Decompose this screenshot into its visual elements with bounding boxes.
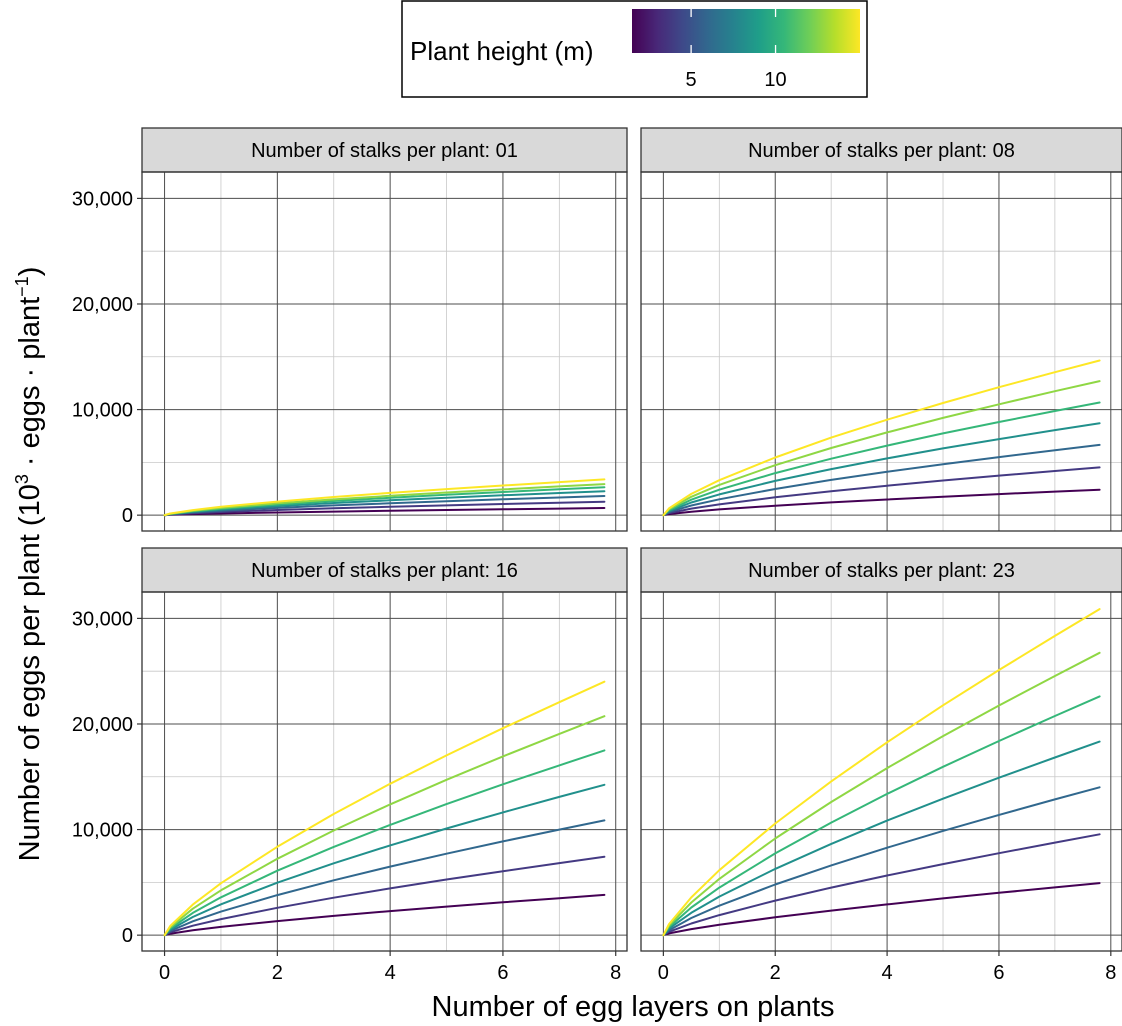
y-axis-title: Number of eggs per plant (103 · eggs · p… [12, 267, 46, 862]
y-tick-label: 10,000 [72, 400, 133, 422]
series-line [662, 401, 1101, 517]
series-line [662, 466, 1101, 517]
series-line [163, 749, 606, 937]
series-line [163, 680, 606, 937]
facet-strip-label: Number of stalks per plant: 01 [251, 140, 518, 162]
legend: Plant height (m) 5 10 [401, 0, 868, 98]
series-line [662, 651, 1101, 937]
series-line [662, 833, 1101, 937]
y-axis-title-suffix: ) [14, 267, 46, 277]
x-tick-label: 6 [497, 962, 508, 984]
series-line [662, 380, 1101, 517]
panel-border [141, 591, 628, 952]
panel-border [141, 171, 628, 532]
x-axis-title: Number of egg layers on plants [432, 991, 835, 1023]
panel: Number of stalks per plant: 01 0 10,000 20,… [72, 127, 628, 532]
facet-strip-label: Number of stalks per plant: 23 [748, 560, 1015, 582]
y-tick-label: 20,000 [72, 714, 133, 736]
x-tick-label: 6 [993, 962, 1004, 984]
series-line [163, 715, 606, 937]
panel-border [640, 591, 1122, 952]
y-tick-label: 0 [122, 925, 133, 947]
y-axis-title-mid: · eggs · plant [14, 297, 46, 474]
facet-strip-label: Number of stalks per plant: 08 [748, 140, 1015, 162]
series-line [662, 488, 1101, 517]
panel: Number of stalks per plant: 08 [640, 127, 1122, 532]
series-line [662, 695, 1101, 937]
x-tick-label: 8 [610, 962, 621, 984]
facet-strip [640, 547, 1122, 593]
y-tick-label: 30,000 [72, 608, 133, 630]
axis-titles: Number of egg layers on plants Number of… [12, 267, 835, 1023]
legend-title: Plant height (m) [410, 36, 594, 66]
x-tick-label: 2 [770, 962, 781, 984]
x-tick-label: 0 [159, 962, 170, 984]
y-tick-label: 20,000 [72, 294, 133, 316]
series-line [662, 422, 1101, 517]
series-line [163, 478, 606, 517]
series-line [163, 819, 606, 937]
x-tick-label: 4 [882, 962, 893, 984]
x-tick-label: 0 [658, 962, 669, 984]
series-line [662, 740, 1101, 937]
y-axis-title-sup1: 3 [12, 474, 32, 484]
series-line [163, 783, 606, 937]
legend-tick-label: 10 [764, 69, 786, 91]
y-axis-title-prefix: Number of eggs per plant (10 [14, 484, 46, 861]
x-tick-label: 4 [385, 962, 396, 984]
y-tick-label: 30,000 [72, 188, 133, 210]
facet-panels: Number of stalks per plant: 01 0 10,000 20,… [72, 127, 1122, 984]
y-tick-label: 10,000 [72, 820, 133, 842]
panel: Number of stalks per plant: 23 0 2 4 6 8 [640, 547, 1122, 984]
series-line [662, 882, 1101, 937]
panel: Number of stalks per plant: 16 0 10,000 20,… [72, 547, 628, 984]
series-line [163, 893, 606, 937]
y-axis-title-sup2: −1 [12, 276, 32, 297]
series-line [662, 359, 1101, 517]
legend-tick-label: 5 [686, 69, 697, 91]
facet-strip [640, 127, 1122, 173]
legend-colorbar [632, 9, 860, 53]
series-line [163, 855, 606, 937]
series-line [662, 608, 1101, 937]
series-line [662, 443, 1101, 517]
facet-strip-label: Number of stalks per plant: 16 [251, 560, 518, 582]
facet-strip [141, 547, 628, 593]
x-tick-label: 2 [272, 962, 283, 984]
panel-border [640, 171, 1122, 532]
x-tick-label: 8 [1105, 962, 1116, 984]
series-line [662, 786, 1101, 937]
y-tick-label: 0 [122, 505, 133, 527]
